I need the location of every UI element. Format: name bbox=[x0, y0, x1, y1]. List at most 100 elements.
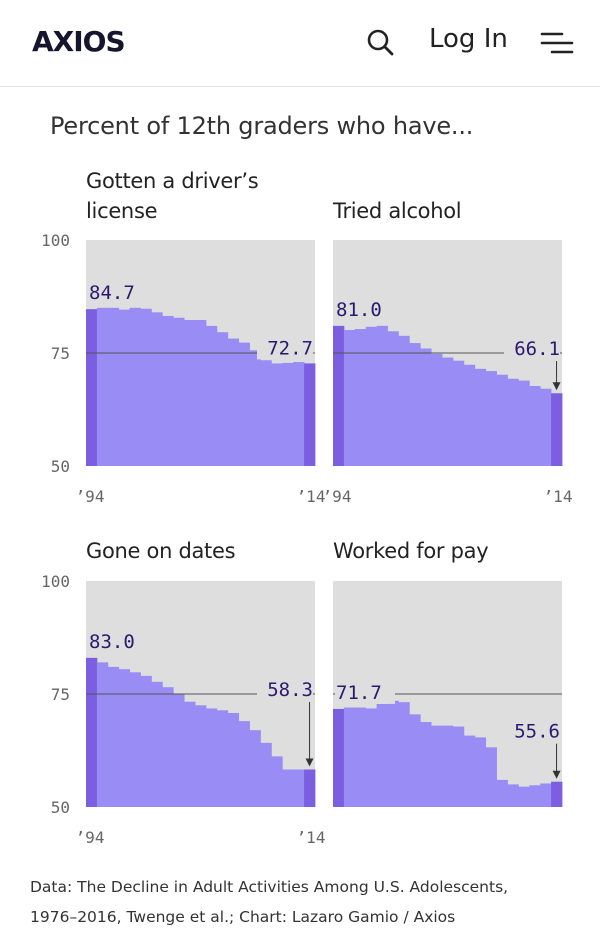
bar bbox=[409, 343, 421, 466]
y-tick-label: 75 bbox=[51, 685, 70, 704]
bar bbox=[238, 721, 250, 807]
bar bbox=[387, 331, 399, 466]
bar bbox=[474, 737, 487, 807]
bar bbox=[452, 726, 465, 807]
value-label-bg bbox=[257, 335, 313, 360]
panel-label-work: Worked for pay bbox=[333, 536, 489, 566]
bar bbox=[249, 350, 261, 466]
bar bbox=[195, 320, 207, 466]
bar bbox=[184, 320, 196, 466]
bar bbox=[485, 747, 497, 807]
panel-label-line: Gone on dates bbox=[86, 539, 236, 563]
bar bbox=[195, 705, 207, 807]
bar bbox=[376, 325, 388, 466]
value-label-bg bbox=[88, 628, 148, 653]
end-arrow-head bbox=[552, 770, 561, 779]
bar bbox=[238, 342, 250, 466]
y-tick-label: 100 bbox=[41, 572, 70, 591]
panel-label-license: Gotten a driver’s license bbox=[86, 166, 259, 226]
chart-title: Percent of 12th graders who have... bbox=[50, 112, 474, 140]
bar bbox=[442, 725, 454, 807]
bar-endpoint bbox=[333, 708, 345, 807]
bar-endpoint bbox=[551, 781, 563, 807]
bar bbox=[129, 672, 141, 807]
end-arrow-head bbox=[552, 382, 561, 391]
bar bbox=[216, 332, 229, 466]
bar bbox=[485, 371, 497, 466]
y-tick-label: 50 bbox=[51, 457, 70, 476]
bar bbox=[365, 326, 378, 466]
panel-label-line: license bbox=[86, 199, 158, 223]
bar bbox=[507, 784, 519, 807]
bar bbox=[271, 756, 283, 807]
bar bbox=[260, 360, 272, 466]
bar bbox=[173, 317, 185, 466]
source-line: Data: The Decline in Adult Activities Am… bbox=[30, 878, 509, 896]
bar bbox=[140, 308, 152, 466]
bar bbox=[540, 783, 552, 807]
bar bbox=[129, 307, 141, 466]
bar bbox=[151, 312, 163, 466]
bar bbox=[529, 386, 541, 466]
end-value-label: 66.1 bbox=[514, 338, 560, 360]
bar bbox=[96, 307, 109, 466]
bar-endpoint bbox=[551, 393, 563, 466]
y-tick-label: 75 bbox=[51, 344, 70, 363]
bar bbox=[463, 735, 476, 807]
bar bbox=[518, 380, 530, 466]
bar bbox=[227, 712, 240, 807]
bar bbox=[118, 309, 131, 466]
bar bbox=[162, 687, 174, 807]
bar bbox=[249, 730, 261, 807]
bar bbox=[420, 348, 432, 466]
axios-logo[interactable]: AXIOS bbox=[32, 25, 126, 58]
site-header: AXIOS Log In bbox=[0, 0, 600, 87]
x-tick-label-start: ’94 bbox=[323, 487, 352, 506]
x-tick-label-start: ’94 bbox=[76, 487, 105, 506]
panel-label-line: Gotten a driver’s bbox=[86, 169, 259, 193]
search-button[interactable] bbox=[364, 26, 398, 60]
menu-button[interactable] bbox=[540, 26, 574, 60]
bar bbox=[529, 785, 541, 807]
bar bbox=[463, 364, 476, 466]
bar bbox=[376, 703, 388, 807]
bar bbox=[518, 786, 530, 807]
start-value-label: 83.0 bbox=[89, 631, 135, 653]
bar bbox=[540, 388, 552, 466]
bar bbox=[365, 708, 378, 807]
x-tick-label-start: ’94 bbox=[76, 828, 105, 847]
end-value-label: 58.3 bbox=[267, 679, 313, 701]
bar bbox=[227, 338, 240, 466]
bar bbox=[442, 357, 454, 466]
bar bbox=[151, 681, 163, 807]
bar-endpoint bbox=[86, 309, 98, 466]
start-value-label: 71.7 bbox=[336, 682, 382, 704]
bar bbox=[271, 363, 283, 466]
x-tick-label-end: ’14 bbox=[544, 487, 573, 506]
bar bbox=[205, 708, 218, 807]
bar bbox=[293, 769, 305, 807]
bar bbox=[452, 360, 465, 466]
bar bbox=[431, 353, 443, 466]
value-label-bg bbox=[335, 296, 395, 321]
bar bbox=[387, 700, 399, 807]
login-link[interactable]: Log In bbox=[429, 24, 508, 54]
bar bbox=[173, 694, 185, 807]
bar bbox=[282, 362, 294, 466]
bar bbox=[431, 725, 443, 807]
bar-endpoint bbox=[304, 769, 316, 807]
bar bbox=[260, 742, 272, 807]
value-label-bg bbox=[335, 679, 395, 704]
bar bbox=[496, 374, 508, 466]
bar bbox=[474, 368, 487, 466]
bar bbox=[118, 669, 131, 807]
search-icon bbox=[367, 29, 394, 56]
y-tick-label: 100 bbox=[41, 231, 70, 250]
bar bbox=[343, 329, 356, 466]
bar bbox=[205, 325, 218, 466]
bar bbox=[398, 702, 410, 807]
bar bbox=[162, 315, 174, 466]
source-line: 1976–2016, Twenge et al.; Chart: Lazaro … bbox=[30, 908, 456, 926]
bar bbox=[354, 707, 367, 807]
source-credit: Data: The Decline in Adult Activities Am… bbox=[30, 872, 570, 932]
